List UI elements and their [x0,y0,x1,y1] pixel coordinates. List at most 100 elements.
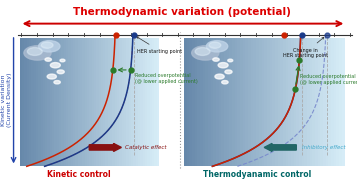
Bar [61,38,64,166]
Bar [232,38,235,166]
Bar [275,38,278,166]
Bar [286,38,289,166]
Bar [80,38,83,166]
Bar [124,38,127,166]
Bar [34,38,36,166]
Bar [218,38,222,166]
Bar [117,38,120,166]
Bar [315,38,318,166]
Bar [205,38,208,166]
Bar [110,38,113,166]
Circle shape [192,46,219,60]
Bar [45,38,48,166]
Bar [89,38,92,166]
Circle shape [39,41,60,52]
Bar [331,38,334,166]
Bar [278,38,281,166]
Text: Inhibitory effect: Inhibitory effect [302,145,345,150]
Bar [318,38,321,166]
Bar [52,38,55,166]
Bar [307,38,310,166]
Bar [122,38,125,166]
Bar [235,38,238,166]
Bar [92,38,94,166]
Bar [267,38,270,166]
Bar [259,38,262,166]
Bar [195,38,198,166]
Bar [337,38,340,166]
Circle shape [60,59,65,62]
Bar [288,38,291,166]
Bar [150,38,152,166]
Bar [272,38,275,166]
Bar [156,38,159,166]
Bar [24,38,27,166]
Circle shape [57,70,64,74]
FancyArrow shape [89,143,121,151]
Bar [216,38,219,166]
Bar [291,38,294,166]
Bar [69,38,71,166]
Bar [112,38,115,166]
Circle shape [228,59,233,62]
Bar [243,38,246,166]
Bar [302,38,305,166]
Bar [248,38,251,166]
Bar [71,38,74,166]
Bar [270,38,273,166]
Bar [103,38,106,166]
Bar [211,38,214,166]
Bar [27,38,29,166]
Bar [138,38,141,166]
Bar [312,38,316,166]
Text: Reduced overpotential
(@ lower applied current): Reduced overpotential (@ lower applied c… [300,74,357,85]
Bar [106,38,108,166]
Bar [294,38,297,166]
Circle shape [225,70,232,74]
Bar [323,38,326,166]
Bar [54,38,57,166]
Bar [31,38,34,166]
Bar [29,38,32,166]
Circle shape [213,58,219,61]
Bar [189,38,192,166]
Bar [136,38,139,166]
Bar [213,38,216,166]
Bar [38,38,41,166]
Bar [82,38,85,166]
Bar [87,38,90,166]
Bar [326,38,329,166]
Bar [126,38,129,166]
Bar [50,38,52,166]
Bar [129,38,131,166]
Bar [184,38,187,166]
Circle shape [206,41,228,52]
Bar [256,38,259,166]
Circle shape [41,42,53,48]
Text: Thermodyanamic control: Thermodyanamic control [203,170,311,179]
Bar [20,38,22,166]
Bar [108,38,111,166]
Bar [143,38,145,166]
Circle shape [45,58,51,61]
Bar [154,38,157,166]
Bar [240,38,243,166]
Bar [134,38,136,166]
Circle shape [222,81,228,84]
Bar [140,38,143,166]
Bar [230,38,232,166]
Bar [296,38,300,166]
Bar [96,38,99,166]
FancyArrow shape [264,143,296,151]
Bar [145,38,148,166]
Circle shape [218,63,228,68]
Text: Kinetic control: Kinetic control [47,170,110,179]
Bar [224,38,227,166]
Bar [85,38,87,166]
Text: Catalytic effect: Catalytic effect [125,145,166,150]
Bar [208,38,211,166]
Bar [227,38,230,166]
Circle shape [54,81,60,84]
Bar [57,38,59,166]
Text: Change in
HER starting point: Change in HER starting point [283,37,328,58]
